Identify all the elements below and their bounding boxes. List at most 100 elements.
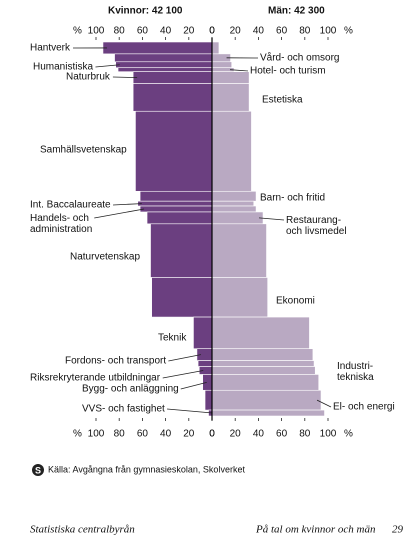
axis-unit: %	[73, 26, 82, 37]
men-bar	[211, 205, 257, 213]
category-label: Vård- och omsorg	[260, 52, 339, 64]
women-bar	[146, 211, 213, 225]
men-bar	[211, 389, 322, 411]
leader-line	[113, 203, 142, 206]
women-bar	[114, 53, 213, 63]
men-bar	[211, 190, 257, 202]
men-bar	[211, 409, 325, 417]
category-label: Riksrekryterande utbildningar	[30, 373, 161, 384]
men-bar	[211, 41, 220, 55]
leader-line	[112, 76, 138, 79]
men-bar	[211, 83, 250, 112]
women-bar	[117, 67, 213, 72]
axis-unit: %	[344, 429, 353, 440]
x-tick-label: 40	[253, 429, 265, 440]
men-bar	[211, 61, 233, 69]
x-tick-label: 0	[209, 26, 215, 37]
women-bar	[150, 223, 213, 278]
source: Källa: Avgångna från gymnasieskolan, Sko…	[48, 464, 245, 474]
women-bar	[102, 41, 213, 55]
men-bar	[211, 348, 314, 361]
category-label: Samhällsvetenskap	[40, 145, 127, 156]
x-tick-label: 100	[88, 26, 105, 37]
women-bar	[135, 110, 213, 192]
category-label: VVS- och fastighet	[82, 404, 165, 415]
women-bar	[151, 277, 213, 318]
category-label: Estetiska	[262, 95, 303, 106]
women-bar	[132, 83, 213, 112]
x-tick-label: 20	[230, 429, 242, 440]
category-label: Teknik	[158, 333, 187, 344]
x-tick-label: 100	[88, 429, 105, 440]
women-bar	[193, 316, 213, 350]
women-bar	[132, 71, 213, 84]
men-bar	[211, 316, 310, 350]
category-label: Naturbruk	[66, 72, 111, 83]
x-tick-label: 0	[209, 429, 215, 440]
men-bar	[211, 211, 264, 225]
axis-unit: %	[344, 26, 353, 37]
leader-line	[180, 381, 207, 390]
category-label: Naturvetenskap	[70, 252, 140, 263]
leader-line	[95, 64, 120, 68]
leader-line	[167, 408, 213, 414]
x-tick-label: 20	[183, 429, 195, 440]
x-tick-label: 40	[160, 26, 172, 37]
x-tick-label: 0	[209, 429, 215, 440]
leader-line	[316, 399, 332, 408]
x-tick-label: 80	[114, 429, 126, 440]
x-tick-label: 60	[276, 429, 288, 440]
men-bar	[211, 110, 252, 192]
leader-line	[94, 208, 145, 219]
men-bar	[211, 200, 255, 207]
x-tick-label: 0	[209, 26, 215, 37]
category-label: El- och energi	[333, 402, 395, 413]
x-tick-label: 100	[320, 26, 337, 37]
category-label: Fordons- och transport	[65, 356, 166, 367]
category-label: Handels- och administration	[30, 213, 92, 235]
left-header: Kvinnor: 42 100	[108, 6, 183, 17]
men-bar	[211, 223, 267, 278]
category-label: Bygg- och anläggning	[82, 384, 179, 395]
women-bar	[197, 360, 213, 367]
category-label: Humanistiska	[33, 62, 93, 73]
category-label: Int. Baccalaureate	[30, 200, 111, 211]
leader-line	[259, 217, 285, 221]
x-tick-label: 60	[137, 429, 149, 440]
x-tick-label: 80	[299, 429, 311, 440]
x-tick-label: 60	[276, 26, 288, 37]
category-label: Hotel- och turism	[250, 66, 326, 77]
category-label: Hantverk	[30, 43, 71, 54]
x-tick-label: 40	[160, 429, 172, 440]
category-label: Restaurang-och livsmedel	[286, 215, 347, 237]
publication: På tal om kvinnor och män	[255, 524, 376, 536]
leader-line	[230, 69, 249, 72]
women-bar	[115, 61, 213, 69]
right-header: Män: 42 300	[268, 6, 325, 17]
women-bar	[202, 374, 213, 391]
category-label: Industri-tekniska	[337, 361, 374, 383]
x-tick-label: 80	[299, 26, 311, 37]
x-tick-label: 20	[230, 26, 242, 37]
men-bar	[211, 277, 268, 318]
men-bar	[211, 360, 315, 367]
x-tick-label: 100	[320, 429, 337, 440]
source-icon-letter: S	[35, 465, 41, 475]
x-tick-label: 60	[137, 26, 149, 37]
women-bar	[137, 200, 213, 207]
men-bar	[211, 374, 320, 391]
x-tick-label: 80	[114, 26, 126, 37]
men-bar	[211, 366, 316, 375]
x-tick-label: 40	[253, 26, 265, 37]
x-tick-label: 20	[183, 26, 195, 37]
women-bar	[139, 190, 213, 202]
category-label: Barn- och fritid	[260, 193, 325, 204]
page-number: 29	[392, 524, 404, 536]
men-bar	[211, 71, 250, 84]
women-bar	[204, 389, 213, 411]
category-label: Ekonomi	[276, 296, 315, 307]
publisher: Statistiska centralbyrån	[30, 524, 135, 536]
leader-line	[162, 370, 204, 379]
axis-unit: %	[73, 429, 82, 440]
